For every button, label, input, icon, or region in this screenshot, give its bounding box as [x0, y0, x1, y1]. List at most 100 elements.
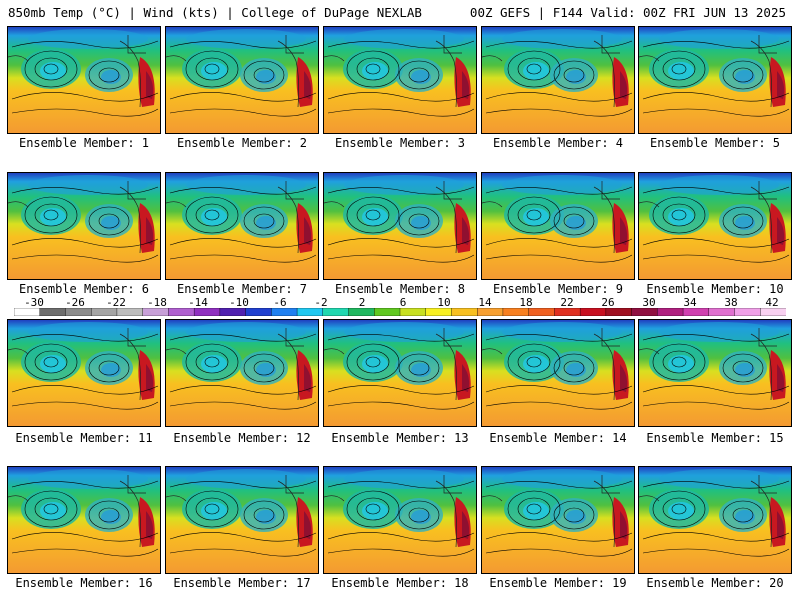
temperature-map — [324, 27, 476, 133]
temperature-map — [482, 320, 634, 426]
colorbar-tick-label: -10 — [229, 296, 249, 309]
colorbar-tick-label: 38 — [724, 296, 738, 309]
ensemble-panel — [323, 26, 477, 134]
temperature-map — [482, 467, 634, 573]
ensemble-panel — [481, 26, 635, 134]
temperature-map — [639, 467, 791, 573]
ensemble-panel — [323, 172, 477, 280]
colorbar-cell — [245, 308, 273, 316]
temperature-map — [324, 320, 476, 426]
temperature-map — [639, 27, 791, 133]
ensemble-panel — [323, 466, 477, 574]
ensemble-member-label: Ensemble Member: 3 — [334, 136, 466, 150]
ensemble-member-label: Ensemble Member: 15 — [646, 431, 784, 445]
temperature-map — [324, 467, 476, 573]
colorbar-cell — [142, 308, 170, 316]
ensemble-member-label: Ensemble Member: 19 — [489, 576, 627, 590]
colorbar-cell — [399, 308, 427, 316]
colorbar-cell — [296, 308, 324, 316]
ensemble-panel — [481, 466, 635, 574]
colorbar-cell — [168, 308, 195, 316]
colorbar-cell — [682, 308, 710, 316]
ensemble-panel — [7, 172, 161, 280]
colorbar-cell — [554, 308, 581, 316]
colorbar-cell — [322, 308, 350, 316]
colorbar-strip — [14, 308, 786, 316]
colorbar-cell — [39, 308, 67, 316]
colorbar-tick-label: 26 — [601, 296, 615, 309]
ensemble-panel — [165, 319, 319, 427]
colorbar-cell — [374, 308, 401, 316]
colorbar-cell — [90, 308, 118, 316]
ensemble-panel — [323, 319, 477, 427]
temperature-map — [166, 320, 318, 426]
ensemble-panel — [481, 319, 635, 427]
colorbar-cell — [65, 308, 92, 316]
colorbar: -30 -26 -22 -18 -14 -10 -6 -2 2 6 10 14 18 22 26 30 34 38… — [8, 296, 792, 318]
colorbar-cell — [502, 308, 530, 316]
colorbar-cell — [631, 308, 659, 316]
colorbar-cell — [348, 308, 375, 316]
colorbar-cell — [193, 308, 221, 316]
temperature-map — [639, 173, 791, 279]
colorbar-cell — [579, 308, 607, 316]
temperature-map — [482, 27, 634, 133]
colorbar-cell — [734, 308, 761, 316]
ensemble-member-label: Ensemble Member: 1 — [18, 136, 150, 150]
temperature-map — [166, 173, 318, 279]
colorbar-tick-label: -18 — [147, 296, 167, 309]
colorbar-cell — [425, 308, 453, 316]
temperature-map — [166, 27, 318, 133]
ensemble-member-label: Ensemble Member: 6 — [18, 282, 150, 296]
colorbar-tick-label: 42 — [765, 296, 779, 309]
colorbar-tick-label: 34 — [683, 296, 697, 309]
colorbar-tick-label: 10 — [437, 296, 451, 309]
colorbar-tick-label: -2 — [314, 296, 328, 309]
ensemble-panel — [7, 319, 161, 427]
ensemble-member-label: Ensemble Member: 14 — [489, 431, 627, 445]
colorbar-cell — [605, 308, 633, 316]
ensemble-member-label: Ensemble Member: 4 — [492, 136, 624, 150]
colorbar-tick-label: 22 — [560, 296, 574, 309]
temperature-map — [324, 173, 476, 279]
colorbar-cell — [271, 308, 298, 316]
colorbar-cell — [219, 308, 247, 316]
ensemble-member-label: Ensemble Member: 16 — [15, 576, 153, 590]
colorbar-cell — [451, 308, 478, 316]
ensemble-member-label: Ensemble Member: 7 — [176, 282, 308, 296]
ensemble-panel — [7, 26, 161, 134]
temperature-map — [8, 320, 160, 426]
ensemble-panel — [165, 172, 319, 280]
colorbar-cell — [708, 308, 736, 316]
colorbar-cell — [14, 308, 41, 316]
colorbar-tick-label: -30 — [24, 296, 44, 309]
colorbar-tick-label: -6 — [273, 296, 287, 309]
ensemble-panel — [638, 319, 792, 427]
ensemble-panel — [638, 172, 792, 280]
colorbar-tick-label: 6 — [399, 296, 407, 309]
ensemble-member-label: Ensemble Member: 11 — [15, 431, 153, 445]
ensemble-member-label: Ensemble Member: 8 — [334, 282, 466, 296]
ensemble-member-label: Ensemble Member: 2 — [176, 136, 308, 150]
ensemble-member-label: Ensemble Member: 13 — [331, 431, 469, 445]
colorbar-cell — [657, 308, 684, 316]
ensemble-panel — [638, 26, 792, 134]
colorbar-cell — [760, 308, 786, 316]
temperature-map — [8, 173, 160, 279]
temperature-map — [8, 467, 160, 573]
ensemble-member-label: Ensemble Member: 17 — [173, 576, 311, 590]
colorbar-tick-label: 18 — [519, 296, 533, 309]
ensemble-member-label: Ensemble Member: 18 — [331, 576, 469, 590]
ensemble-panel — [7, 466, 161, 574]
ensemble-panel — [481, 172, 635, 280]
ensemble-panel — [165, 466, 319, 574]
colorbar-tick-label: -22 — [106, 296, 126, 309]
ensemble-panel — [638, 466, 792, 574]
colorbar-tick-label: 30 — [642, 296, 656, 309]
colorbar-tick-label: -14 — [188, 296, 208, 309]
temperature-map — [166, 467, 318, 573]
colorbar-cell — [477, 308, 504, 316]
ensemble-member-label: Ensemble Member: 9 — [492, 282, 624, 296]
temperature-map — [482, 173, 634, 279]
colorbar-tick-label: 2 — [358, 296, 366, 309]
